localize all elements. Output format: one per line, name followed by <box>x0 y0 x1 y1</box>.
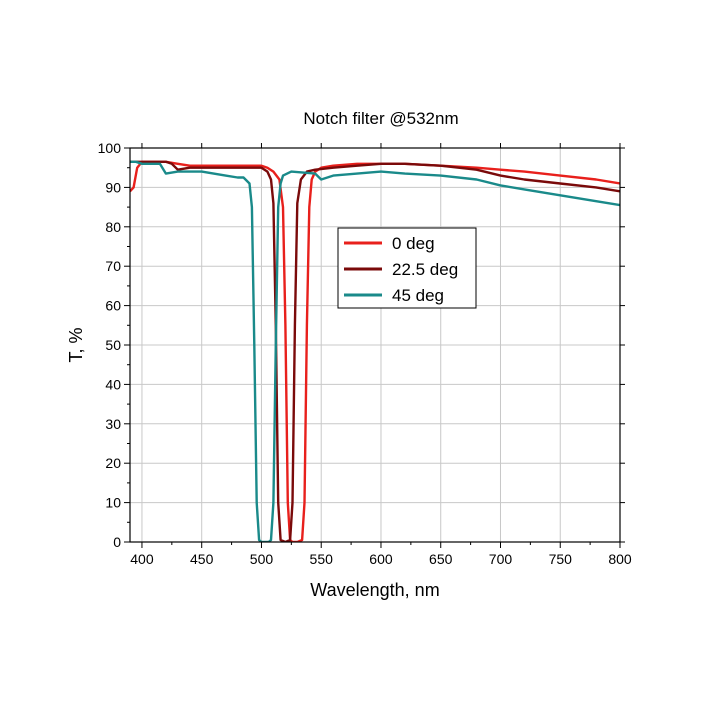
legend-label-1: 0 deg <box>392 234 435 253</box>
x-tick-label: 550 <box>310 551 334 567</box>
legend-label-3: 45 deg <box>392 286 444 305</box>
y-tick-label: 40 <box>105 376 121 392</box>
y-axis-title: T, % <box>66 327 86 362</box>
x-tick-label: 800 <box>608 551 632 567</box>
y-tick-label: 50 <box>105 337 121 353</box>
y-tick-label: 20 <box>105 455 121 471</box>
x-tick-label: 500 <box>250 551 274 567</box>
series-line-2 <box>130 160 620 542</box>
legend-label-2: 22.5 deg <box>392 260 458 279</box>
y-tick-label: 0 <box>113 534 121 550</box>
series-line-3 <box>130 160 620 542</box>
y-tick-label: 10 <box>105 495 121 511</box>
y-tick-label: 100 <box>98 140 122 156</box>
x-tick-label: 400 <box>130 551 154 567</box>
x-tick-label: 700 <box>489 551 513 567</box>
y-tick-label: 80 <box>105 219 121 235</box>
x-tick-label: 650 <box>429 551 453 567</box>
chart-title: Notch filter @532nm <box>303 109 458 128</box>
legend: 0 deg 22.5 deg 45 deg <box>337 227 477 309</box>
x-tick-label: 600 <box>369 551 393 567</box>
x-tick-label: 750 <box>549 551 573 567</box>
series-lines <box>130 160 620 542</box>
tick-labels: 400 450 500 550 600 650 700 750 800 0 10 20 30 40 50 60… <box>98 140 632 567</box>
axis-ticks <box>124 143 625 548</box>
y-tick-label: 70 <box>105 258 121 274</box>
y-tick-label: 30 <box>105 416 121 432</box>
x-axis-title: Wavelength, nm <box>310 580 439 600</box>
y-tick-label: 60 <box>105 298 121 314</box>
x-tick-label: 450 <box>190 551 214 567</box>
y-tick-label: 90 <box>105 179 121 195</box>
